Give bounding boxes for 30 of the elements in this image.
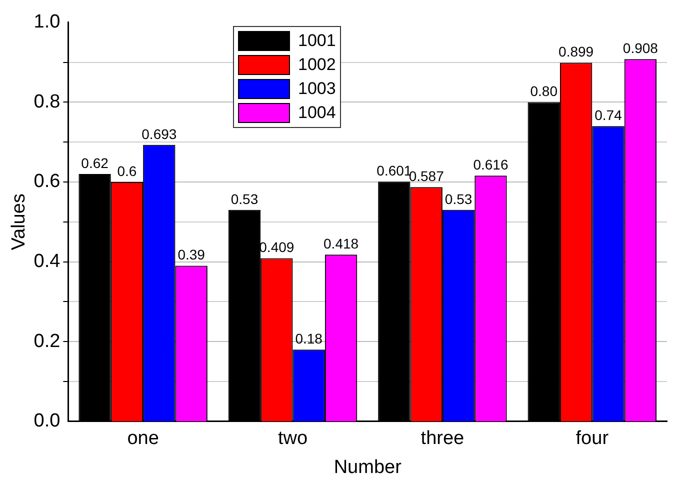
data-label: 0.587 [408,168,444,184]
legend-label: 1002 [298,55,336,75]
y-axis-title: Values [8,194,30,250]
data-label: 0.53 [230,190,258,207]
text: 0.6 [34,171,60,192]
data-label: 0.908 [622,40,658,56]
data-label: 0.62 [81,154,109,171]
data-label: 0.74 [594,107,622,123]
data-label: 0.899 [558,44,594,60]
legend-label: 1003 [298,79,336,99]
data-label: 0.418 [324,235,359,252]
data-label: 0.80 [530,83,558,100]
text: 0.2 [34,330,60,352]
data-label: 0.693 [142,126,177,142]
x-axis-title: Number [334,456,402,478]
x-tick-label: three [420,428,464,450]
data-label: 0.616 [473,156,508,172]
text: 0.0 [34,410,60,432]
text: 0.8 [34,91,60,112]
data-label: 0.39 [178,246,206,263]
text: 1.0 [34,12,60,33]
x-tick-label: four [576,428,610,450]
data-label: 0.53 [444,190,472,207]
text: 0.4 [34,251,60,272]
legend-label: 1004 [298,103,336,123]
x-tick-label: two [278,428,308,450]
legend-label: 1001 [298,31,336,51]
data-label: 0.18 [295,330,323,346]
x-tick-label: one [127,428,159,450]
data-label: 0.6 [117,162,137,179]
